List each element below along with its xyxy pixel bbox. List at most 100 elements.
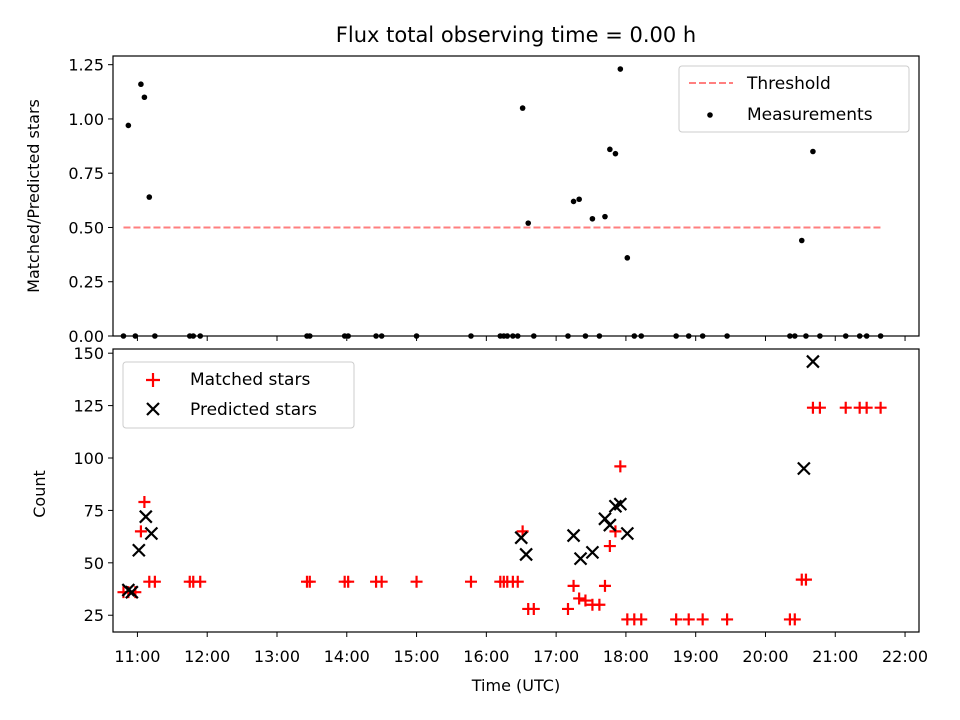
measurement-point <box>373 333 379 339</box>
matched-star-point <box>464 575 477 588</box>
matched-star-point <box>860 401 873 414</box>
predicted-star-point <box>144 526 159 541</box>
predicted-star-point <box>573 551 588 566</box>
bottom-y-axis-label: Count <box>30 470 49 518</box>
measurement-point <box>530 333 537 339</box>
bottom-x-tick-label: 13:00 <box>254 647 300 666</box>
top-legend-box <box>678 65 910 133</box>
measurement-point <box>589 215 596 222</box>
matched-star-point <box>839 401 852 414</box>
matched-star-point <box>511 575 524 588</box>
legend-measurements-label: Measurements <box>747 105 873 125</box>
matched-star-point <box>696 613 709 626</box>
top-y-tick-label: 0.50 <box>68 218 104 237</box>
matched-star-point <box>603 540 616 553</box>
bottom-x-ticks: 11:00 12:00 13:00 14:00 15:00 16:00 17:00 18:00… <box>114 632 928 666</box>
matched-star-point <box>799 573 812 586</box>
x-axis-label: Time (UTC) <box>471 676 560 695</box>
measurement-point <box>856 333 863 339</box>
measurement-point <box>798 237 805 244</box>
measurement-point <box>624 255 631 261</box>
measurement-point <box>817 333 823 339</box>
measurement-point <box>413 333 420 339</box>
matched-star-point <box>527 602 540 615</box>
bottom-x-tick-label: 19:00 <box>673 647 719 666</box>
predicted-star-point <box>620 526 635 541</box>
matched-star-point <box>134 525 147 538</box>
matched-star-point <box>788 613 801 626</box>
measurement-point <box>810 148 816 155</box>
bottom-x-tick-label: 21:00 <box>812 647 858 666</box>
bottom-plot-marks <box>117 354 887 626</box>
predicted-star-point <box>603 518 617 532</box>
matched-star-point <box>593 598 606 611</box>
predicted-star-point <box>139 509 153 524</box>
measurement-point <box>612 150 619 157</box>
matched-star-point <box>148 575 161 588</box>
legend-threshold-label: Threshold <box>746 74 831 94</box>
legend-matched-label: Matched stars <box>190 370 310 390</box>
measurement-point <box>673 333 679 339</box>
matched-star-point <box>303 575 316 588</box>
predicted-star-point <box>519 547 533 562</box>
bottom-y-ticks: 25 50 75 100 125 150 <box>73 344 113 625</box>
measurement-point <box>582 333 589 339</box>
matched-star-point <box>874 401 887 414</box>
matched-star-point <box>342 575 355 588</box>
matched-star-point <box>614 460 627 473</box>
matched-star-point <box>682 613 695 626</box>
predicted-star-point <box>613 497 628 511</box>
measurement-point <box>510 333 516 339</box>
top-y-tick-label: 0.25 <box>68 273 104 292</box>
bottom-x-tick-label: 14:00 <box>324 647 370 666</box>
measurement-point <box>345 333 351 339</box>
bottom-legend: Matched stars Predicted stars <box>122 361 355 429</box>
top-y-axis-label: Matched/Predicted stars <box>24 99 43 293</box>
measurement-point <box>699 333 706 339</box>
bottom-x-tick-label: 17:00 <box>533 647 579 666</box>
matched-star-point <box>573 592 586 605</box>
legend-matched-swatch <box>146 373 160 387</box>
matched-star-point <box>721 613 734 626</box>
top-y-ticks: 0.00 0.25 0.50 0.75 1.00 1.25 <box>68 56 113 346</box>
measurement-point <box>596 333 603 339</box>
legend-measurements-swatch <box>707 112 713 118</box>
top-y-tick-label: 0.00 <box>68 327 104 346</box>
bottom-x-tick-label: 20:00 <box>742 647 788 666</box>
predicted-star-point <box>585 545 600 560</box>
measurement-point <box>378 333 385 339</box>
measurement-point <box>576 196 582 203</box>
matched-star-point <box>598 579 611 592</box>
top-y-tick-label: 0.75 <box>68 164 104 183</box>
count-panel: Count Time (UTC) 25 50 75 100 125 150 11:00 12… <box>30 344 928 695</box>
measurement-point <box>803 333 809 339</box>
measurement-point <box>787 333 793 339</box>
top-y-tick-label: 1.25 <box>68 56 104 75</box>
predicted-star-point <box>132 543 146 558</box>
matched-star-point <box>579 594 592 607</box>
measurement-point <box>602 213 608 220</box>
matched-star-point <box>567 579 580 592</box>
matched-star-point <box>813 401 826 414</box>
bottom-x-tick-label: 12:00 <box>184 647 230 666</box>
measurement-point <box>141 94 148 101</box>
matched-star-point <box>670 613 683 626</box>
bottom-y-tick-label: 125 <box>73 397 104 416</box>
chart-title: Flux total observing time = 0.00 h <box>336 23 696 47</box>
matched-star-point <box>635 613 648 626</box>
measurement-point <box>565 333 571 339</box>
top-plot-marks <box>120 66 884 339</box>
measurement-point <box>514 333 521 339</box>
measurement-point <box>519 105 526 111</box>
matched-star-point <box>561 602 574 615</box>
measurement-point <box>842 333 849 339</box>
measurement-point <box>504 333 511 339</box>
predicted-star-point <box>125 585 139 599</box>
bottom-x-tick-label: 11:00 <box>114 647 160 666</box>
measurement-point <box>120 333 127 339</box>
measurement-point <box>306 333 313 339</box>
predicted-star-point <box>514 530 529 545</box>
measurement-point <box>138 81 144 88</box>
matched-star-point <box>194 575 207 588</box>
